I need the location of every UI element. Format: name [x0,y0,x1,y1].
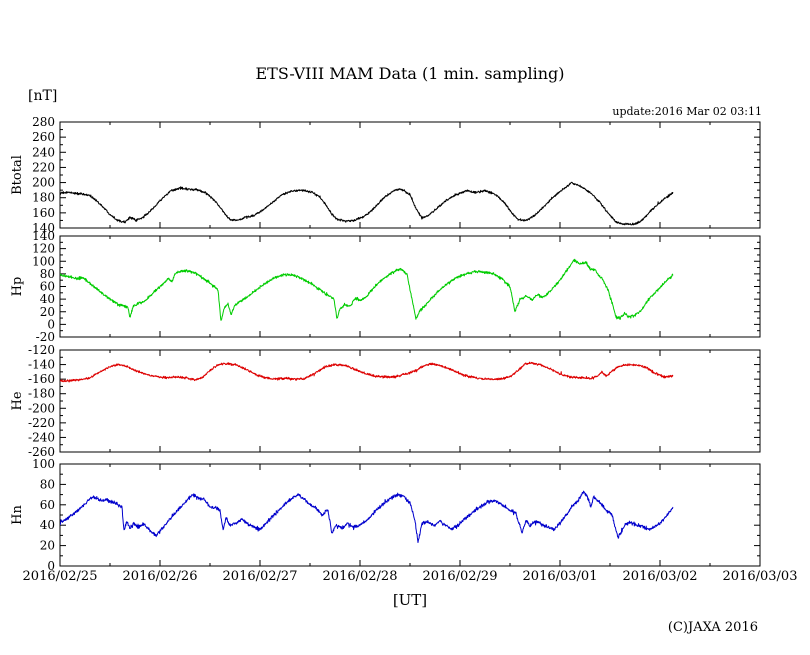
y-tick-label: 100 [32,457,55,471]
y-tick-label: -220 [28,416,55,430]
x-tick-label: 2016/03/01 [523,569,598,584]
x-tick-label: 2016/02/27 [223,569,298,584]
y-tick-label: 100 [32,254,55,268]
y-tick-label: 60 [40,280,55,294]
series-line-hp [60,258,674,321]
y-tick-label: -140 [28,358,55,372]
y-tick-label: 280 [32,115,55,129]
panel-hn: 0 20 40 60 80 100 Hn [10,457,761,573]
series-line-btotal [60,181,674,226]
y-tick-label: 220 [32,160,55,174]
copyright-label: (C)JAXA 2016 [667,620,758,635]
panel-border [59,121,761,229]
panel-ylabel-hn: Hn [10,505,25,525]
y-tick-label: 0 [47,559,55,573]
y-tick-label: 120 [32,242,55,256]
y-tick-label: -20 [36,330,55,344]
y-tick-label: 240 [32,145,55,159]
y-tick-label: -240 [28,430,55,444]
x-tick-label: 2016/03/03 [723,569,798,584]
y-tick-label: 140 [32,229,55,243]
y-tick-label: 0 [47,317,55,331]
y-tick-label: 20 [40,539,55,553]
panel-border [59,349,761,453]
panel-ylabel-hp: Hp [10,277,25,297]
y-tick-label: 260 [32,130,55,144]
y-tick-label: 80 [40,477,55,491]
y-tick-label: 40 [40,292,55,306]
panel-he: -260-240-220-200-180-160-140-120 He [10,343,761,459]
y-tick-label: 200 [32,176,55,190]
y-tick-label: 20 [40,305,55,319]
y-tick-label: -160 [28,372,55,386]
update-timestamp: update:2016 Mar 02 03:11 [612,105,762,118]
y-tick-label: 160 [32,206,55,220]
y-tick-label: 180 [32,191,55,205]
x-tick-label: 2016/02/25 [23,569,98,584]
series-line-hn [60,490,674,543]
y-tick-label: 60 [40,498,55,512]
y-tick-label: 80 [40,267,55,281]
chart-title: ETS-VIII MAM Data (1 min. sampling) [255,64,565,83]
x-tick-label: 2016/02/29 [423,569,498,584]
x-tick-label: 2016/03/02 [623,569,698,584]
y-tick-label: -180 [28,387,55,401]
y-tick-label: 40 [40,518,55,532]
panel-ylabel-btotal: Btotal [10,155,25,195]
x-tick-label: 2016/02/28 [323,569,398,584]
y-tick-label: -200 [28,401,55,415]
y-unit-label: [nT] [28,88,58,104]
series-line-he [60,361,674,383]
x-axis-label: [UT] [392,591,428,609]
x-tick-label: 2016/02/26 [123,569,198,584]
y-tick-label: 140 [32,221,55,235]
y-tick-label: -120 [28,343,55,357]
panel-ylabel-he: He [10,391,25,410]
y-tick-label: -260 [28,445,55,459]
panel-border [59,463,761,567]
